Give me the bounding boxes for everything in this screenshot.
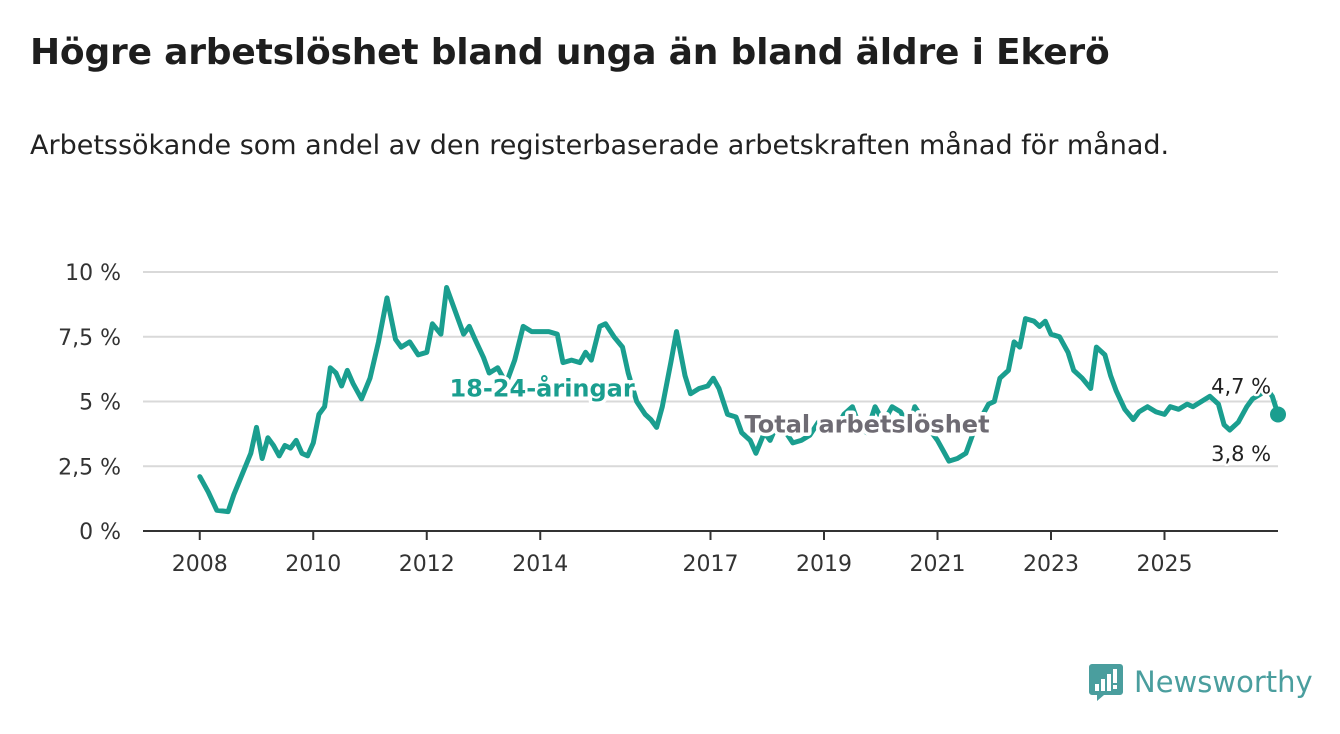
chart-subtitle: Arbetssökande som andel av den registerb…: [30, 130, 1170, 161]
series-label-total: Total arbetslöshet: [745, 411, 990, 439]
y-tick-label: 2,5 %: [58, 455, 121, 480]
chart-title: Högre arbetslöshet bland unga än bland ä…: [30, 32, 1110, 73]
x-tick-label: 2010: [285, 552, 341, 577]
x-tick-label: 2014: [512, 552, 568, 577]
newsworthy-logo-icon: [1089, 664, 1123, 701]
line-chart: 0 % 2,5 % 5 % 7,5 % 10 % 2008 2010 2012 2014 2017…: [58, 261, 1286, 577]
x-tick-label: 2021: [910, 552, 966, 577]
end-label-youth: 4,7 %: [1211, 375, 1271, 399]
x-tick-label: 2012: [399, 552, 455, 577]
x-tick-label: 2025: [1137, 552, 1193, 577]
end-label-total: 3,8 %: [1211, 442, 1271, 466]
x-tick-label: 2023: [1023, 552, 1079, 577]
y-tick-label: 7,5 %: [58, 326, 121, 351]
newsworthy-brand: Newsworthy: [1088, 660, 1313, 704]
series-label-youth: 18-24-åringar: [449, 373, 634, 402]
x-tick-label: 2008: [172, 552, 228, 577]
series-line-youth: [197, 285, 1281, 515]
series-end-marker-youth: [1270, 406, 1286, 423]
y-tick-label: 10 %: [65, 261, 121, 286]
y-tick-label: 0 %: [79, 520, 121, 545]
x-tick-label: 2017: [683, 552, 739, 577]
y-tick-label: 5 %: [79, 391, 121, 416]
x-tick-label: 2019: [796, 552, 852, 577]
brand-name: Newsworthy: [1134, 665, 1313, 699]
